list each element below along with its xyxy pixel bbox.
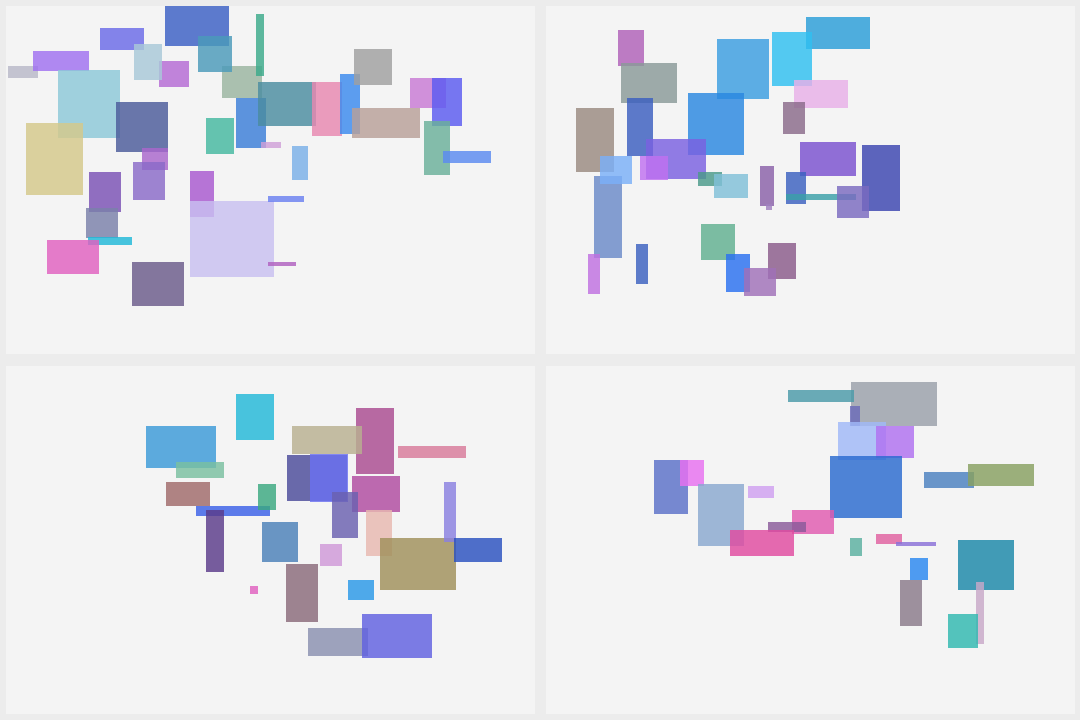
panel-bottom-right [546,366,1075,714]
top-left-rect-3 [134,44,162,80]
top-right-rect-27 [636,244,648,284]
bottom-left-rect-4 [398,446,466,458]
panel-top-left [6,6,535,354]
bottom-right-rect-4 [876,426,914,458]
top-left-rect-27 [86,208,118,238]
top-left-rect-7 [116,102,168,152]
top-left-rect-13 [206,118,234,154]
top-left-rect-5 [33,51,89,71]
bottom-right-rect-17 [958,540,1014,590]
bottom-left-rect-5 [176,462,224,478]
bottom-right-rect-21 [924,472,974,488]
top-left-rect-22 [352,108,420,138]
top-left-rect-16 [258,82,316,126]
bottom-left-rect-0 [236,394,274,440]
top-left-rect-31 [132,262,184,306]
bottom-left-rect-18 [286,564,318,622]
bottom-right-rect-19 [976,582,984,644]
top-left-rect-35 [261,142,281,148]
top-left-rect-24 [443,151,491,163]
bottom-right-rect-20 [948,614,978,648]
top-right-rect-3 [717,39,769,99]
bottom-right-rect-15 [896,542,936,546]
top-right-rect-2 [806,17,870,49]
top-left-rect-12 [198,36,232,72]
bottom-right-rect-6 [680,460,704,486]
bottom-left-rect-21 [308,628,368,656]
top-left-rect-17 [312,82,342,136]
top-left-rect-26 [133,162,165,200]
bottom-left-rect-12 [206,510,224,572]
canvas-top-right [576,17,900,296]
panel-bottom-left [6,366,535,714]
top-left-rect-23 [424,121,450,175]
bottom-left-rect-9 [352,476,400,512]
top-right-rect-15 [600,156,632,184]
bottom-left-rect-3 [292,426,362,454]
top-right-rect-25 [744,268,776,296]
bottom-right-rect-22 [968,464,1034,486]
bottom-left-rect-20 [444,482,456,542]
top-left-rect-19 [354,49,392,85]
top-left-rect-9 [26,123,83,195]
bottom-left-rect-24 [454,538,502,562]
top-left-rect-4 [8,66,38,78]
bottom-left-rect-11 [258,484,276,510]
top-left-rect-2 [159,61,189,87]
top-left-rect-33 [268,196,304,202]
top-left-rect-15 [292,146,308,180]
bottom-right-rect-13 [850,538,862,556]
bottom-left-rect-16 [380,538,456,590]
top-right-rect-11 [640,156,668,180]
bottom-right-rect-2 [850,406,860,426]
top-right-rect-17 [714,174,748,198]
bottom-left-rect-23 [362,614,432,658]
top-right-rect-6 [783,102,805,134]
bottom-left-rect-19 [348,580,374,600]
top-right-rect-18 [760,166,774,206]
top-right-rect-28 [766,204,772,210]
top-left-rect-29 [88,237,132,245]
top-left-rect-21 [432,78,462,126]
bottom-right-rect-1 [788,390,854,402]
canvas-bottom-right [654,382,1034,648]
bottom-right-rect-12 [730,530,794,556]
top-right-rect-13 [800,142,856,176]
bottom-left-rect-2 [356,408,394,474]
top-left-rect-11 [256,14,264,76]
bottom-right-rect-8 [748,486,774,498]
top-right-rect-4 [772,32,812,86]
bottom-right-rect-16 [910,558,928,580]
top-right-rect-1 [621,63,677,103]
bottom-left-rect-10 [196,506,270,516]
bottom-right-rect-14 [876,534,902,544]
canvas-bottom-left [146,394,502,658]
top-right-rect-26 [588,254,600,294]
canvas-top-left [8,6,491,306]
bottom-left-rect-14 [332,492,358,538]
bottom-right-rect-18 [900,580,922,626]
top-left-rect-1 [100,28,144,50]
top-right-rect-14 [594,176,622,258]
top-left-rect-32 [190,201,274,277]
bottom-left-rect-6 [166,482,210,506]
top-right-rect-0 [618,30,644,66]
top-left-rect-8 [89,172,121,212]
bottom-left-rect-1 [146,426,216,468]
top-left-rect-34 [268,262,296,266]
panel-top-right [546,6,1075,354]
bottom-right-rect-9 [830,456,902,518]
bottom-left-rect-17 [320,544,342,566]
top-left-rect-30 [47,240,99,274]
top-right-rect-20 [786,194,856,200]
top-right-rect-21 [837,186,869,218]
bottom-right-rect-11 [768,522,806,532]
bottom-left-rect-13 [262,522,298,562]
bottom-right-rect-0 [851,382,937,426]
bottom-left-rect-22 [250,586,258,594]
